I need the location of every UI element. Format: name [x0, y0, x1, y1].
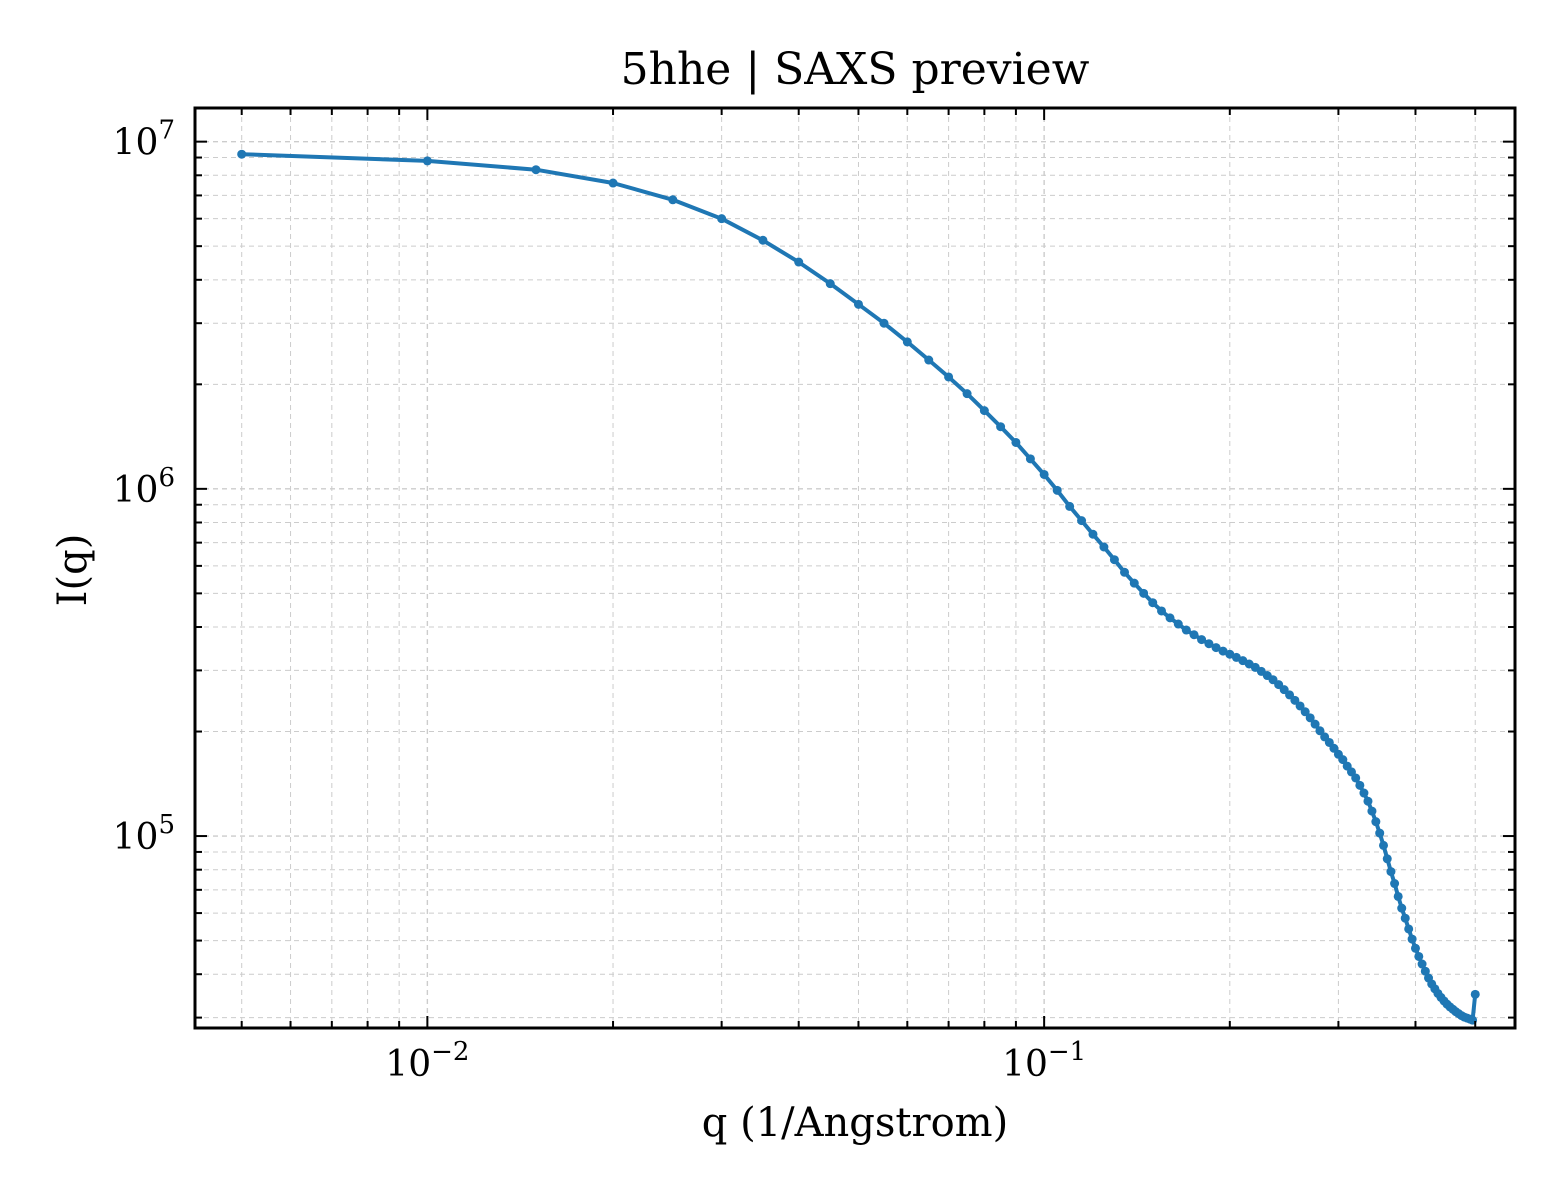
data-point — [1295, 701, 1305, 711]
data-point — [1099, 542, 1109, 552]
chart-title: 5hhe | SAXS preview — [621, 44, 1090, 95]
data-point — [237, 149, 247, 159]
data-point — [758, 235, 768, 245]
y-tick-label: 105 — [113, 810, 175, 858]
data-point — [1305, 713, 1315, 723]
data-point — [668, 195, 678, 205]
data-point — [1310, 719, 1320, 729]
x-tick-label: 10−1 — [1002, 1037, 1086, 1085]
data-point — [1148, 598, 1158, 608]
data-point — [1109, 555, 1119, 565]
data-point — [1367, 806, 1377, 816]
data-point — [1173, 619, 1183, 629]
data-point — [1052, 485, 1062, 495]
series-layer — [237, 149, 1480, 1025]
data-point — [1400, 913, 1410, 923]
data-point — [1410, 943, 1420, 953]
y-tick-label: 106 — [113, 463, 175, 511]
data-point — [853, 299, 863, 309]
data-point — [1355, 780, 1365, 790]
data-point — [1157, 606, 1167, 616]
x-axis-label: q (1/Angstrom) — [702, 1100, 1008, 1146]
data-point — [924, 355, 934, 365]
plot-frame — [193, 106, 1517, 1030]
data-point — [1025, 454, 1035, 464]
data-point — [1382, 854, 1392, 864]
data-point — [1211, 643, 1221, 653]
data-point — [1120, 567, 1130, 577]
data-point — [1181, 625, 1191, 635]
grid — [195, 108, 1515, 1028]
data-point — [944, 372, 954, 382]
data-point — [962, 389, 972, 399]
data-point — [1470, 989, 1480, 999]
data-point — [1414, 951, 1424, 961]
data-point — [1390, 879, 1400, 889]
data-point — [1407, 934, 1417, 944]
y-tick-label: 107 — [113, 116, 175, 164]
data-point — [1359, 788, 1369, 798]
data-point — [902, 337, 912, 347]
data-point — [1351, 773, 1361, 783]
data-point — [879, 318, 889, 328]
data-point — [1139, 588, 1149, 598]
data-point — [1371, 817, 1381, 827]
data-point — [1417, 959, 1427, 969]
data-point — [717, 214, 727, 224]
data-point — [1204, 639, 1214, 649]
data-point — [1315, 726, 1325, 736]
data-point — [1300, 707, 1310, 717]
data-point — [996, 422, 1006, 432]
data-point — [1393, 891, 1403, 901]
data-point — [1039, 469, 1049, 479]
data-point — [422, 156, 432, 166]
data-point — [1218, 646, 1228, 656]
data-point — [531, 165, 541, 175]
ticks-layer: 10−2 10−1 105 106 107 — [113, 108, 1515, 1085]
data-point — [1189, 630, 1199, 640]
data-point — [1363, 796, 1373, 806]
data-point — [1375, 828, 1385, 838]
data-point — [1129, 578, 1139, 588]
x-tick-label: 10−2 — [385, 1037, 469, 1085]
data-point — [794, 257, 804, 267]
data-point — [1386, 867, 1396, 877]
data-point — [1197, 635, 1207, 645]
data-point — [1065, 501, 1075, 511]
data-point — [1379, 840, 1389, 850]
data-point — [1420, 966, 1430, 976]
data-point — [1165, 613, 1175, 623]
data-point — [1088, 529, 1098, 539]
data-point — [1404, 924, 1414, 934]
data-point — [1338, 755, 1348, 765]
data-point — [608, 178, 618, 188]
data-point — [1011, 437, 1021, 447]
data-point — [1397, 903, 1407, 913]
data-point — [825, 279, 835, 289]
data-point — [1077, 516, 1087, 526]
y-axis-label: I(q) — [50, 534, 96, 607]
data-point — [979, 406, 989, 416]
